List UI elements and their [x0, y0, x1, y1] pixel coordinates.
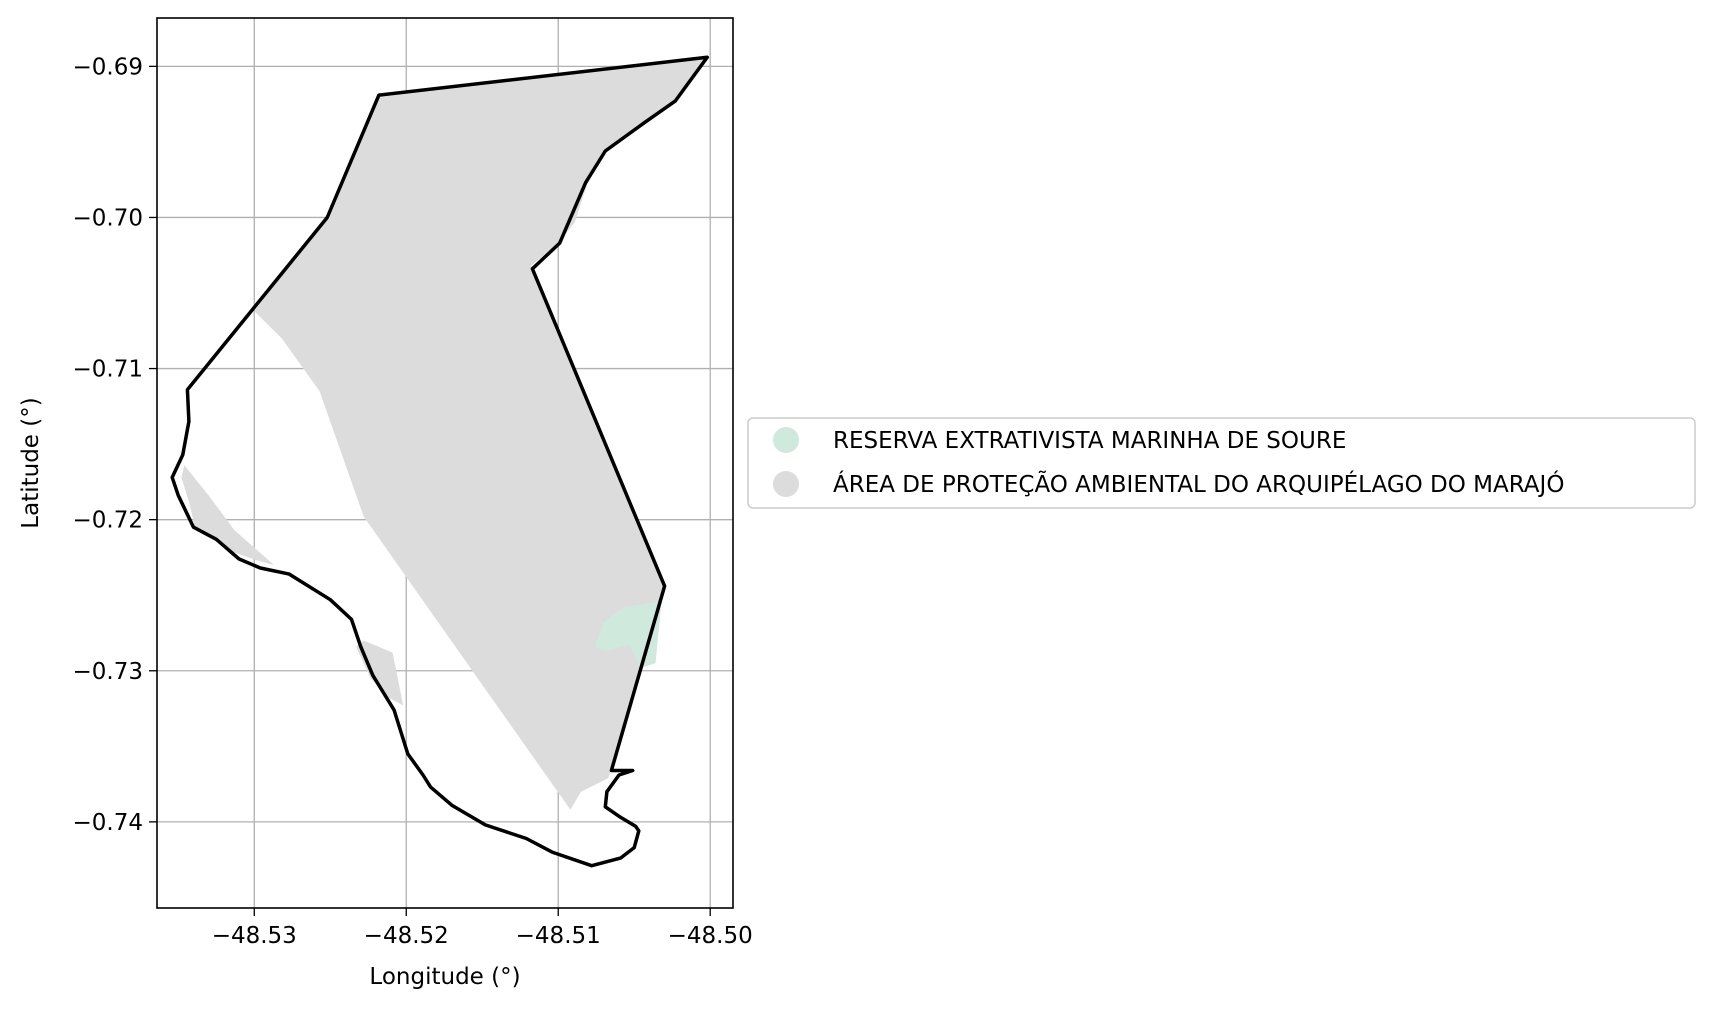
- apa-arquipelago-marajo-south-patch: [356, 640, 404, 706]
- y-tick-label-5: −0.74: [73, 810, 143, 836]
- y-tick-label-2: −0.71: [73, 357, 143, 383]
- legend-marker-resex: [773, 427, 799, 453]
- x-tick-label-1: −48.52: [364, 923, 449, 949]
- y-axis-label: Latitude (°): [18, 397, 44, 528]
- legend-label-apa: ÁREA DE PROTEÇÃO AMBIENTAL DO ARQUIPÉLAG…: [833, 470, 1564, 498]
- x-axis-label: Longitude (°): [369, 964, 520, 990]
- legend-label-resex: RESERVA EXTRATIVISTA MARINHA DE SOURE: [833, 428, 1346, 454]
- y-tick-label-1: −0.70: [73, 205, 143, 231]
- x-tick-label-3: −48.50: [668, 923, 753, 949]
- plot-frame: [156, 17, 734, 909]
- y-tick-label-0: −0.69: [73, 54, 143, 80]
- legend-marker-apa: [773, 471, 799, 497]
- y-axis-ticks: −0.69 −0.70 −0.71 −0.72 −0.73 −0.74: [73, 54, 157, 836]
- boundary-outline: [170, 55, 709, 868]
- x-tick-label-2: −48.51: [516, 923, 601, 949]
- y-tick-label-3: −0.72: [73, 508, 143, 534]
- x-tick-label-0: −48.53: [212, 923, 297, 949]
- y-tick-label-4: −0.73: [73, 659, 143, 685]
- apa-arquipelago-marajo: [254, 57, 708, 810]
- apa-arquipelago-marajo-west-strip: [181, 465, 274, 565]
- municipality-boundary: [170, 55, 709, 868]
- legend: RESERVA EXTRATIVISTA MARINHA DE SOURE ÁR…: [747, 417, 1696, 509]
- x-axis-ticks: −48.53 −48.52 −48.51 −48.50: [212, 908, 753, 949]
- legend-frame: [747, 417, 1696, 509]
